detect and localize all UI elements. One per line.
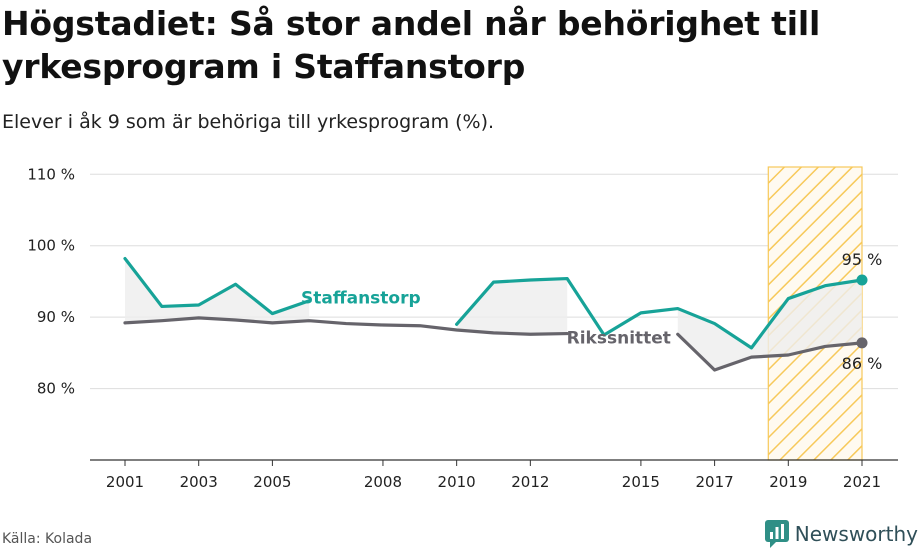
y-tick-label: 80 % <box>37 380 75 398</box>
gap-area <box>125 258 310 323</box>
riksnitt-end-label: 86 % <box>842 354 883 373</box>
y-tick-label: 90 % <box>37 308 75 326</box>
chart-subtitle: Elever i åk 9 som är behöriga till yrkes… <box>2 111 495 133</box>
riksnitt-line <box>123 316 569 336</box>
x-tick-label: 2012 <box>511 473 549 491</box>
x-tick-label: 2017 <box>696 473 734 491</box>
staffanstorp-end-label: 95 % <box>842 250 883 269</box>
line-chart: 80 % 90 % 100 % 110 % 2001 2003 2005 2008 2010 20… <box>27 165 898 491</box>
brand-name: Newsworthy <box>794 522 918 546</box>
y-tick-label: 100 % <box>27 237 75 255</box>
staffanstorp-line <box>455 276 864 350</box>
x-tick-label: 2015 <box>622 473 660 491</box>
newsworthy-logo-icon <box>764 520 789 548</box>
gap-area <box>456 278 568 335</box>
x-tick-label: 2005 <box>253 473 291 491</box>
x-tick-label: 2001 <box>106 473 144 491</box>
riksnitt-series-label: Rikssnittet <box>567 329 671 349</box>
x-tick-label: 2003 <box>180 473 218 491</box>
chart-title: Högstadiet: Så stor andel når behörighet… <box>2 4 821 86</box>
x-tick-label: 2010 <box>438 473 476 491</box>
riksnitt-end-point <box>856 337 868 349</box>
staffanstorp-series-label: Staffanstorp <box>301 289 421 309</box>
x-tick-label: 2008 <box>364 473 402 491</box>
riksnitt-line <box>676 332 864 372</box>
x-tick-label: 2019 <box>769 473 807 491</box>
source-note: Källa: Kolada <box>2 531 93 547</box>
staffanstorp-line <box>123 256 311 316</box>
staffanstorp-end-point <box>856 274 868 286</box>
y-tick-label: 110 % <box>27 165 75 183</box>
brand-logo: Newsworthy <box>764 519 918 549</box>
x-tick-label: 2021 <box>843 473 881 491</box>
